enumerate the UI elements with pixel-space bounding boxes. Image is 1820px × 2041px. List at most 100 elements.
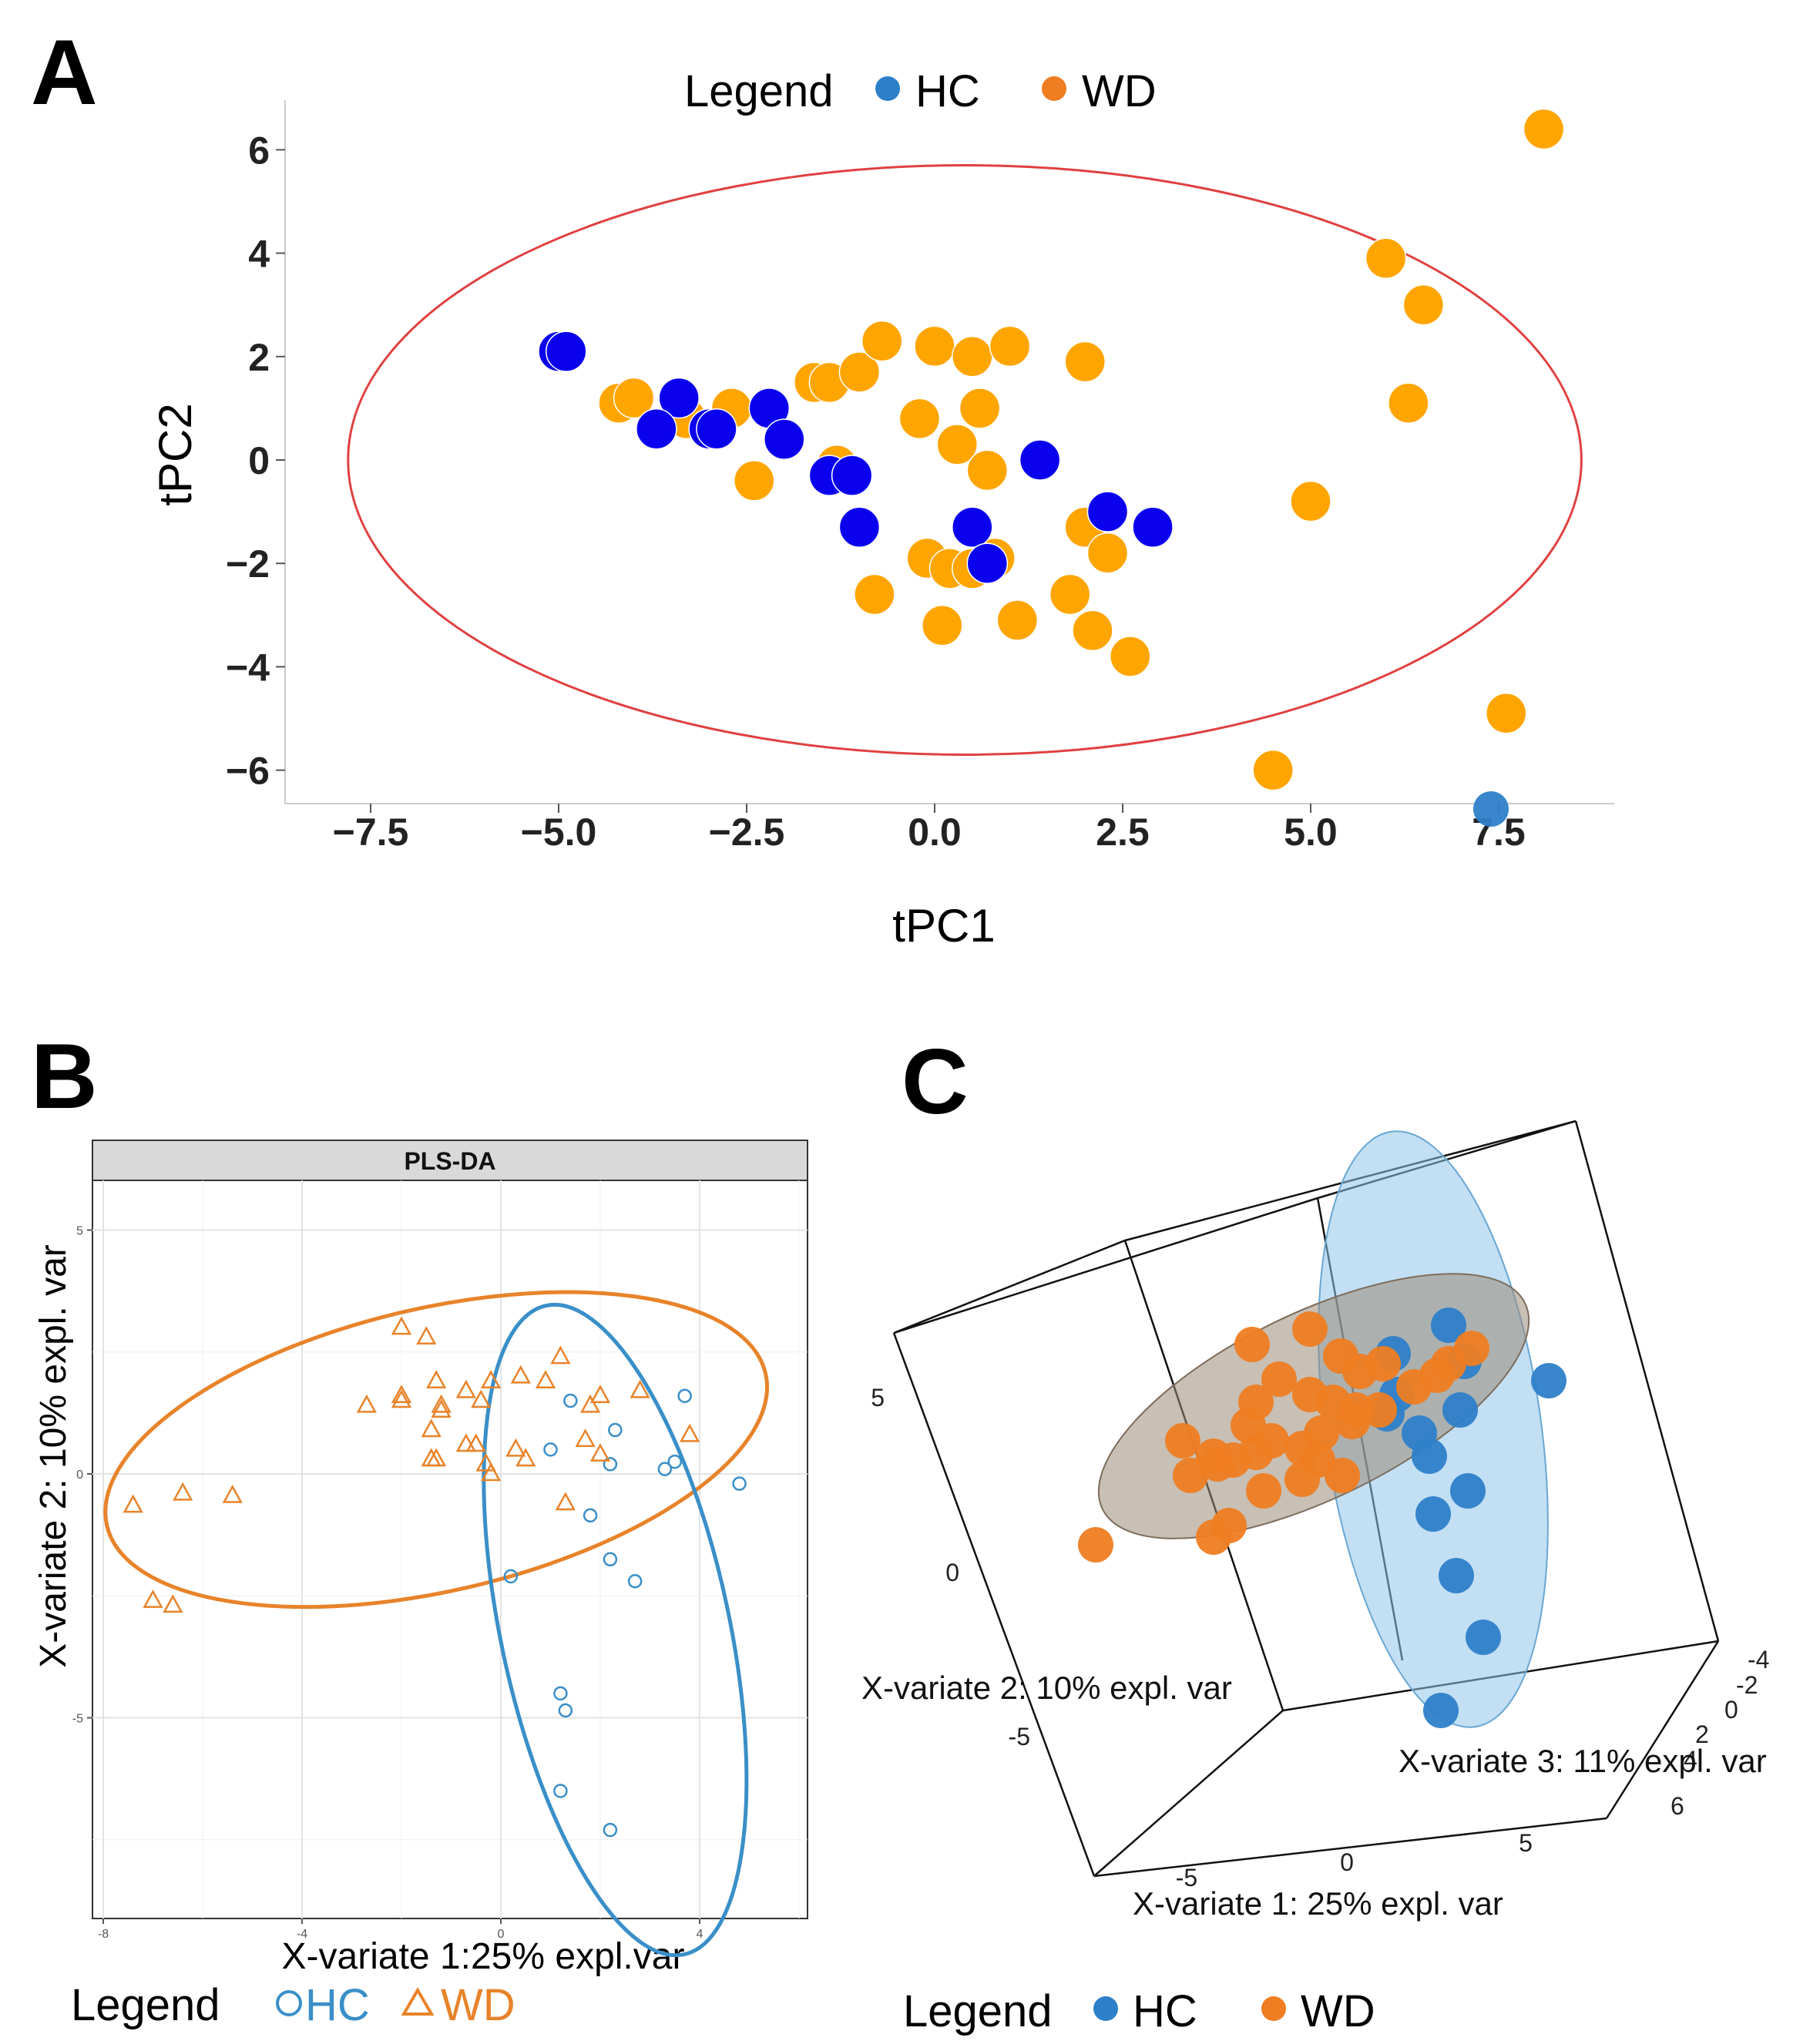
panel-b-point-hc bbox=[583, 1508, 598, 1523]
panel-b-point-wd bbox=[505, 1438, 526, 1457]
panel-c-box-edge-front-left bbox=[892, 1332, 1096, 1877]
legend-b-title: Legend bbox=[71, 1980, 220, 2030]
panel-a-xtick-label: 5.0 bbox=[1284, 811, 1338, 854]
legend-a-hc-marker bbox=[875, 76, 900, 101]
legend-a-title: Legend bbox=[684, 66, 834, 116]
panel-b-point-wd bbox=[163, 1594, 183, 1613]
panel-b-point-hc bbox=[563, 1393, 578, 1408]
panel-b-ytick-label: -5 bbox=[72, 1713, 83, 1726]
panel-a-point-wd bbox=[914, 325, 955, 368]
panel-a-xtick-label: −2.5 bbox=[709, 811, 785, 854]
panel-a-point-wd bbox=[1290, 480, 1331, 522]
panel-c-ytick: -5 bbox=[1009, 1723, 1030, 1751]
panel-a-point-wd bbox=[1486, 693, 1527, 734]
panel-c-point-hc bbox=[1415, 1496, 1451, 1532]
panel-b-point-wd bbox=[426, 1370, 447, 1388]
panel-c-point-wd bbox=[1165, 1423, 1200, 1459]
panel-c-ytick: 5 bbox=[871, 1384, 885, 1412]
legend-b: Legend HC WD bbox=[71, 1980, 515, 2030]
panel-a-point-wd bbox=[1365, 237, 1407, 280]
panel-c-x-ticks: -5 0 5 bbox=[1176, 1829, 1533, 1892]
legend-b-wd-label: WD bbox=[441, 1980, 515, 2030]
panel-a-xtick-label: −7.5 bbox=[333, 811, 409, 854]
panel-a-point-wd bbox=[1523, 108, 1565, 150]
panel-a-point-wd bbox=[1064, 341, 1106, 383]
panel-b-point-wd bbox=[535, 1370, 556, 1388]
panel-a-y-title: tPC2 bbox=[149, 403, 201, 505]
panel-b-point-wd bbox=[391, 1385, 412, 1403]
panel-b-point-hc bbox=[677, 1388, 692, 1403]
panel-c-point-hc bbox=[1439, 1558, 1474, 1593]
panel-letter-a: A bbox=[31, 21, 98, 124]
panel-b-ytick-label: 5 bbox=[76, 1225, 83, 1238]
panel-c-x-title: X-variate 1: 25% expl. var bbox=[1133, 1885, 1503, 1922]
panel-a-x-ticks: −7.5 −5.0 −2.5 0.0 2.5 5.0 7.5 bbox=[333, 804, 1526, 854]
panel-b-point-wd bbox=[510, 1365, 531, 1384]
panel-a-point-wd bbox=[959, 388, 1001, 429]
panel-a-ytick-label: 6 bbox=[248, 129, 270, 172]
panel-a-point-hc bbox=[1086, 491, 1129, 532]
panel-b-point-wd bbox=[421, 1418, 442, 1438]
panel-b-point-hc bbox=[603, 1822, 618, 1838]
panel-a-point-hc bbox=[764, 418, 805, 460]
legend-a-wd-label: WD bbox=[1082, 66, 1157, 116]
panel-a-point-wd bbox=[854, 573, 895, 616]
panel-a-point-wd bbox=[898, 398, 941, 440]
panel-c-y-ticks: 5 0 -5 bbox=[871, 1384, 1030, 1751]
panel-a-point-wd bbox=[952, 336, 993, 378]
panel-c-point-hc bbox=[1450, 1473, 1486, 1509]
panel-c-point-wd bbox=[1078, 1527, 1113, 1563]
panel-b-point-wd bbox=[222, 1484, 243, 1503]
panel-a-y-ticks: 6 4 2 0 −2 −4 −6 bbox=[226, 129, 285, 793]
panel-b-grid bbox=[92, 1180, 808, 1918]
panel-a-point-wd bbox=[1252, 749, 1294, 791]
panel-c-point-wd bbox=[1362, 1392, 1397, 1428]
panel-b-point-wd bbox=[579, 1394, 601, 1413]
panel-c-z-ticks: -4 -2 0 2 4 6 bbox=[1671, 1646, 1769, 1820]
panel-a-point-wd bbox=[996, 599, 1039, 641]
legend-c-hc-marker bbox=[1093, 1996, 1118, 2021]
panel-a-point-hc bbox=[696, 408, 737, 450]
panel-c-point-hc bbox=[1402, 1415, 1437, 1451]
panel-c-point-wd bbox=[1454, 1331, 1489, 1366]
panel-letter-c: C bbox=[902, 1030, 969, 1133]
panel-a-xtick-label: −5.0 bbox=[521, 811, 597, 854]
panel-c-point-wd bbox=[1261, 1361, 1297, 1397]
panel-c-box-bottom-right bbox=[1605, 1640, 1720, 1819]
legend-c-title: Legend bbox=[903, 1986, 1053, 2036]
panel-b-point-wd bbox=[426, 1448, 447, 1467]
panel-b-point-hc bbox=[603, 1552, 618, 1567]
panel-b-point-wd bbox=[356, 1394, 377, 1413]
panel-b-point-wd bbox=[480, 1370, 502, 1388]
panel-c-point-hc bbox=[1431, 1308, 1466, 1343]
panel-c-point-wd bbox=[1325, 1458, 1360, 1493]
panel-a-confidence-ellipse bbox=[347, 164, 1583, 756]
panel-a-point-wd bbox=[966, 449, 1009, 492]
panel-b-point-wd bbox=[679, 1423, 700, 1442]
panel-c-ztick: 6 bbox=[1671, 1792, 1684, 1820]
panel-a-x-title: tPC1 bbox=[892, 900, 995, 952]
panel-b-x-title: X-variate 1:25% expl.var bbox=[282, 1936, 685, 1977]
panel-b-point-wd bbox=[391, 1389, 412, 1408]
panel-b-point-wd bbox=[173, 1482, 193, 1501]
panel-b-strip bbox=[92, 1140, 808, 1181]
panel-a-point-hc bbox=[658, 377, 700, 419]
panel-b-point-hc bbox=[553, 1686, 568, 1701]
panel-b-xtick-label: 0 bbox=[498, 1928, 505, 1941]
panel-a-ytick-label: 0 bbox=[248, 439, 270, 482]
panel-c-ytick: 0 bbox=[945, 1559, 959, 1586]
panel-b-point-hc bbox=[732, 1476, 747, 1491]
panel-a-point-wd bbox=[1402, 284, 1445, 326]
panel-c-point-wd bbox=[1196, 1519, 1231, 1555]
panel-c-ztick: -2 bbox=[1736, 1671, 1758, 1699]
panel-b-hc-ellipse bbox=[482, 1302, 749, 1958]
panel-b-y-ticks: 5 0 -5 bbox=[72, 1225, 92, 1726]
panel-b-point-wd bbox=[515, 1448, 536, 1467]
legend-a: Legend HC WD bbox=[684, 66, 1157, 116]
panel-c-points bbox=[1078, 791, 1566, 1728]
panel-a-point-hc bbox=[831, 455, 873, 496]
panel-b-point-hc bbox=[627, 1574, 643, 1589]
panel-b-point-wd bbox=[575, 1428, 596, 1447]
panel-b-point-wd bbox=[550, 1345, 571, 1365]
